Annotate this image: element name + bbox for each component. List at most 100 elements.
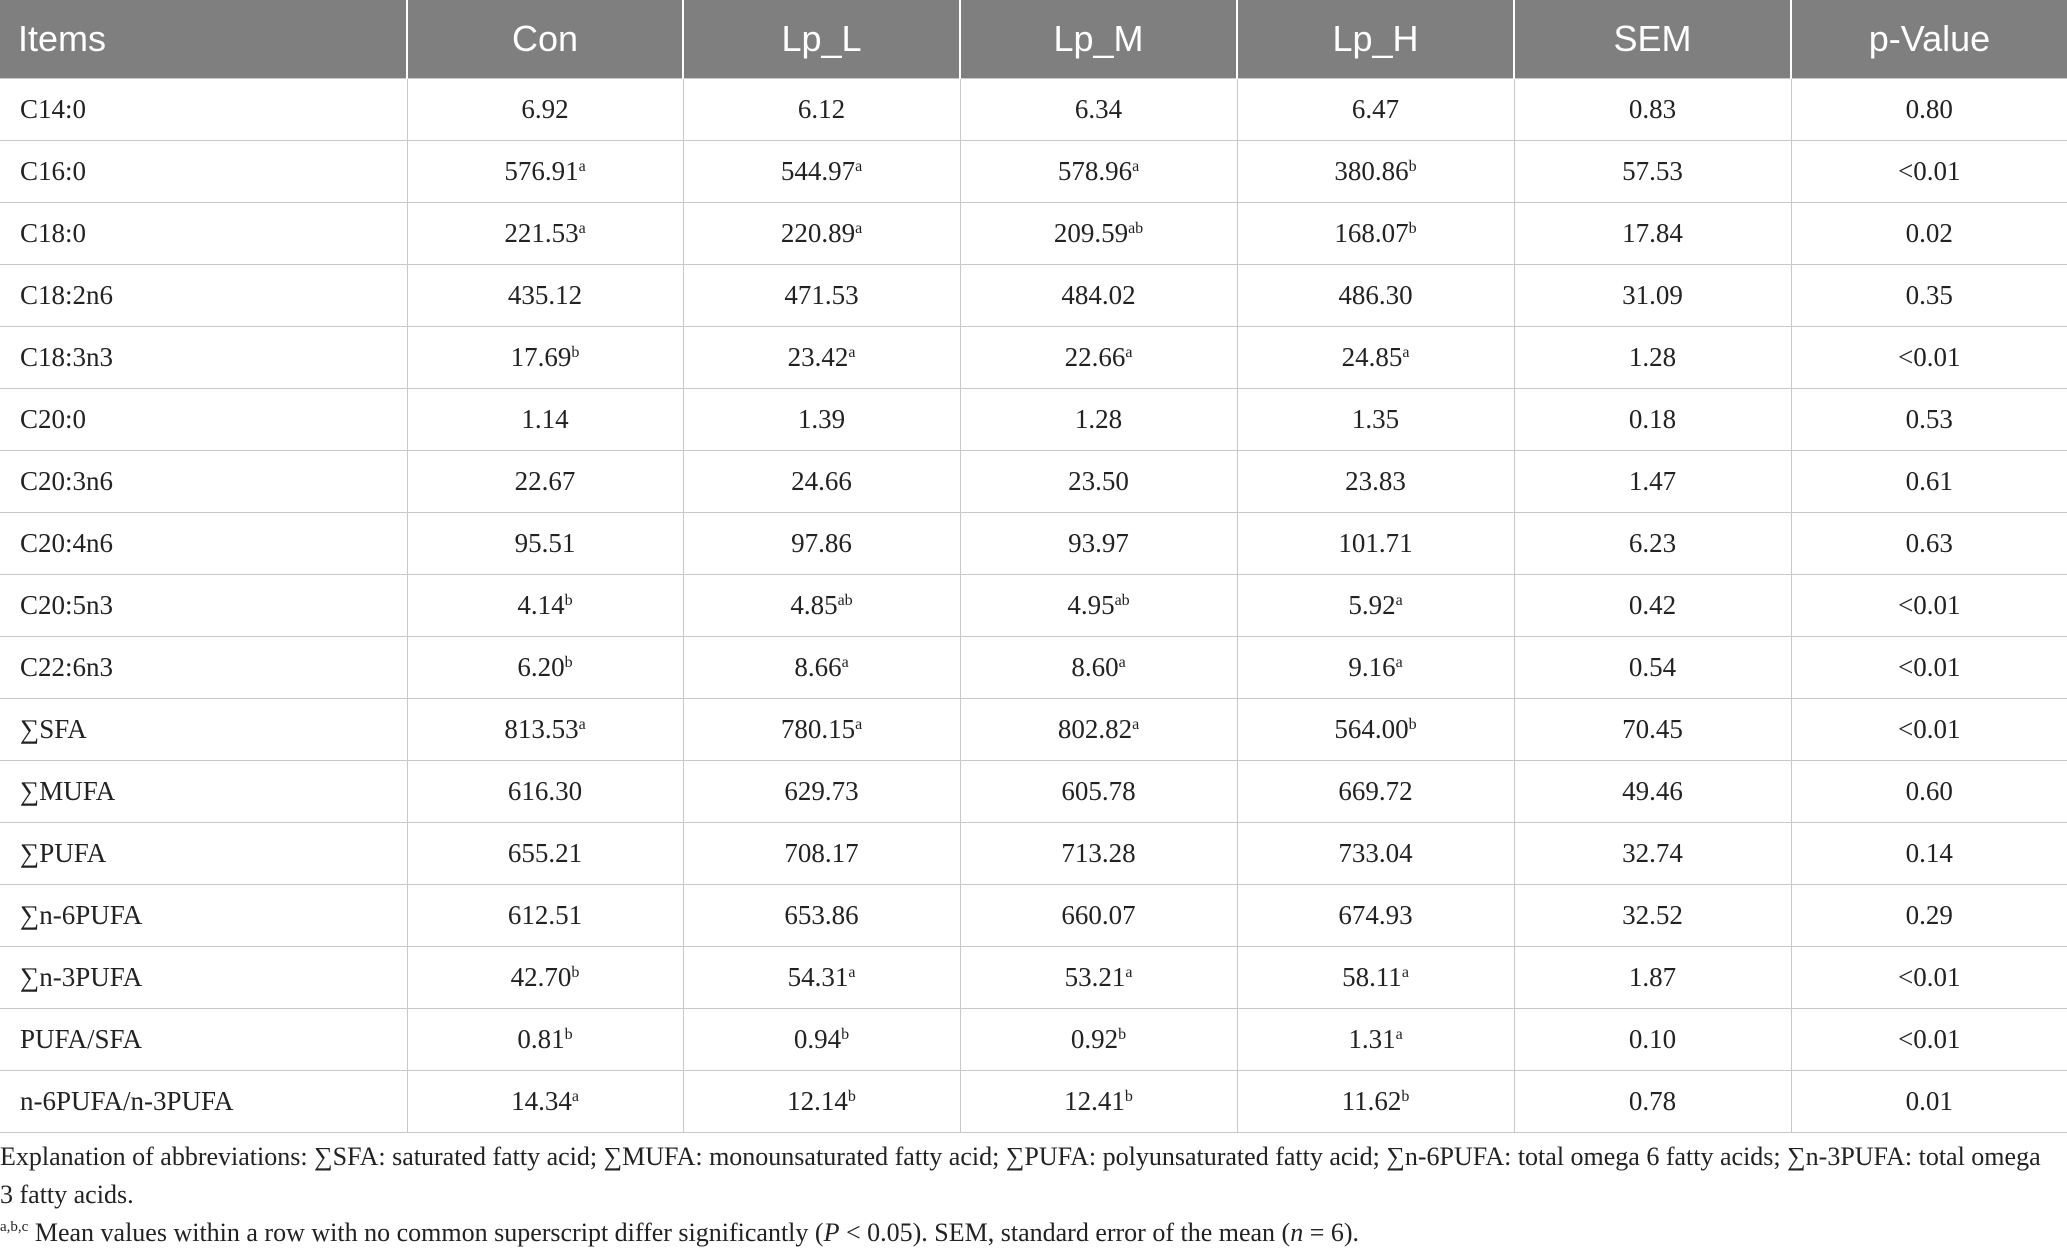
- header-items: Items: [0, 0, 407, 79]
- row-label: ∑SFA: [0, 698, 408, 761]
- table-cell: 0.10: [1513, 1008, 1792, 1071]
- table-cell: 802.82a: [959, 698, 1238, 761]
- table-cell: 629.73: [682, 760, 961, 823]
- n-symbol: n: [1290, 1218, 1304, 1247]
- cell-superscript: a: [1401, 964, 1409, 981]
- table-cell: 0.29: [1790, 884, 2067, 947]
- row-label: ∑PUFA: [0, 822, 408, 885]
- row-label: C20:0: [0, 388, 408, 451]
- table-cell: 58.11a: [1236, 946, 1515, 1009]
- cell-value: 544.97: [780, 156, 856, 186]
- cell-value: 578.96: [1057, 156, 1133, 186]
- table-cell: 0.92b: [959, 1008, 1238, 1071]
- table-cell: 605.78: [959, 760, 1238, 823]
- cell-value: 1.35: [1351, 404, 1400, 434]
- cell-value: 32.52: [1622, 900, 1683, 930]
- cell-superscript: a: [848, 344, 856, 361]
- cell-superscript: b: [571, 344, 580, 361]
- row-label: C20:4n6: [0, 512, 408, 575]
- table-cell: 53.21a: [959, 946, 1238, 1009]
- table-cell: 669.72: [1236, 760, 1515, 823]
- cell-value: 0.63: [1905, 528, 1953, 558]
- fatty-acid-table: Items Con Lp_L Lp_M Lp_H SEM p-Value C14…: [0, 0, 2067, 1133]
- significance-text-2: < 0.05). SEM, standard error of the mean…: [839, 1218, 1291, 1247]
- cell-value: 733.04: [1338, 838, 1413, 868]
- cell-value: 576.91: [504, 156, 579, 186]
- cell-value: 0.29: [1905, 900, 1953, 930]
- table-cell: 221.53a: [406, 202, 684, 265]
- cell-value: 0.60: [1905, 776, 1953, 806]
- table-cell: <0.01: [1790, 636, 2067, 699]
- cell-superscript: a: [578, 220, 586, 237]
- cell-value: 1.47: [1628, 466, 1677, 496]
- table-cell: 578.96a: [959, 140, 1238, 203]
- significance-footnote: a,b,c Mean values within a row with no c…: [0, 1214, 2050, 1252]
- row-label: n-6PUFA/n-3PUFA: [0, 1070, 408, 1133]
- cell-value: 23.83: [1345, 466, 1406, 496]
- cell-value: 12.41: [1064, 1086, 1125, 1116]
- cell-value: 209.59: [1053, 218, 1129, 248]
- cell-value: 4.14: [517, 590, 565, 620]
- cell-value: 42.70: [510, 962, 572, 992]
- row-label: ∑n-6PUFA: [0, 884, 408, 947]
- cell-superscript: a: [1402, 344, 1410, 361]
- table-cell: 616.30: [406, 760, 684, 823]
- cell-value: 813.53: [504, 714, 579, 744]
- significance-text-3: = 6).: [1303, 1218, 1360, 1247]
- table-cell: 54.31a: [682, 946, 961, 1009]
- table-cell: 22.67: [406, 450, 684, 513]
- table-row: n-6PUFA/n-3PUFA 14.34a 12.14b 12.41b 11.62b 0…: [0, 1070, 2067, 1133]
- cell-value: 23.50: [1068, 466, 1129, 496]
- cell-value: 58.11: [1342, 962, 1402, 992]
- header-con: Con: [406, 0, 683, 79]
- table-cell: 32.52: [1513, 884, 1792, 947]
- cell-value: 435.12: [507, 280, 583, 310]
- table-row: C20:0 1.14 1.39 1.28 1.35 0.18 0.53: [0, 388, 2067, 451]
- table-cell: 23.42a: [682, 326, 961, 389]
- table-cell: 70.45: [1513, 698, 1792, 761]
- table-cell: 1.28: [959, 388, 1238, 451]
- row-label: C14:0: [0, 78, 408, 141]
- cell-superscript: a: [1125, 964, 1133, 981]
- table-cell: 209.59ab: [959, 202, 1238, 265]
- header-lp-m: Lp_M: [959, 0, 1237, 79]
- table-cell: 6.12: [682, 78, 961, 141]
- table-cell: 564.00b: [1236, 698, 1515, 761]
- significance-text-1: Mean values within a row with no common …: [28, 1218, 824, 1247]
- cell-value: 8.60: [1071, 652, 1119, 682]
- cell-superscript: ab: [837, 592, 853, 609]
- cell-value: 24.85: [1341, 342, 1403, 372]
- table-cell: 9.16a: [1236, 636, 1515, 699]
- cell-superscript: a: [1125, 344, 1133, 361]
- cell-value: 0.80: [1905, 94, 1953, 124]
- cell-value: 70.45: [1622, 714, 1683, 744]
- cell-value: 5.92: [1348, 590, 1396, 620]
- cell-value: 57.53: [1622, 156, 1683, 186]
- table-cell: 380.86b: [1236, 140, 1515, 203]
- table-cell: <0.01: [1790, 698, 2067, 761]
- cell-value: 0.92: [1070, 1024, 1119, 1054]
- table-cell: 708.17: [682, 822, 961, 885]
- cell-value: 653.86: [784, 900, 859, 930]
- table-row: ∑SFA 813.53a 780.15a 802.82a 564.00b 70.45 <0.…: [0, 698, 2067, 761]
- row-label: C18:2n6: [0, 264, 408, 327]
- table-cell: 42.70b: [406, 946, 684, 1009]
- cell-superscript: b: [841, 1026, 850, 1043]
- row-label: C20:5n3: [0, 574, 408, 637]
- table-row: C14:0 6.92 6.12 6.34 6.47 0.83 0.80: [0, 78, 2067, 141]
- table-cell: 220.89a: [682, 202, 961, 265]
- cell-value: <0.01: [1898, 714, 1961, 744]
- cell-value: 221.53: [504, 218, 579, 248]
- table-row: ∑MUFA 616.30 629.73 605.78 669.72 49.46 0.60: [0, 760, 2067, 823]
- cell-superscript: a: [855, 158, 863, 175]
- table-row: PUFA/SFA 0.81b 0.94b 0.92b 1.31a 0.10 <0.01: [0, 1008, 2067, 1071]
- table-cell: 57.53: [1513, 140, 1792, 203]
- table-cell: 471.53: [682, 264, 961, 327]
- cell-value: 0.81: [517, 1024, 565, 1054]
- cell-value: 0.02: [1905, 218, 1953, 248]
- cell-value: 0.83: [1628, 94, 1677, 124]
- cell-value: 1.31: [1348, 1024, 1396, 1054]
- table-cell: 1.39: [682, 388, 961, 451]
- table-cell: 660.07: [959, 884, 1238, 947]
- table-cell: 11.62b: [1236, 1070, 1515, 1133]
